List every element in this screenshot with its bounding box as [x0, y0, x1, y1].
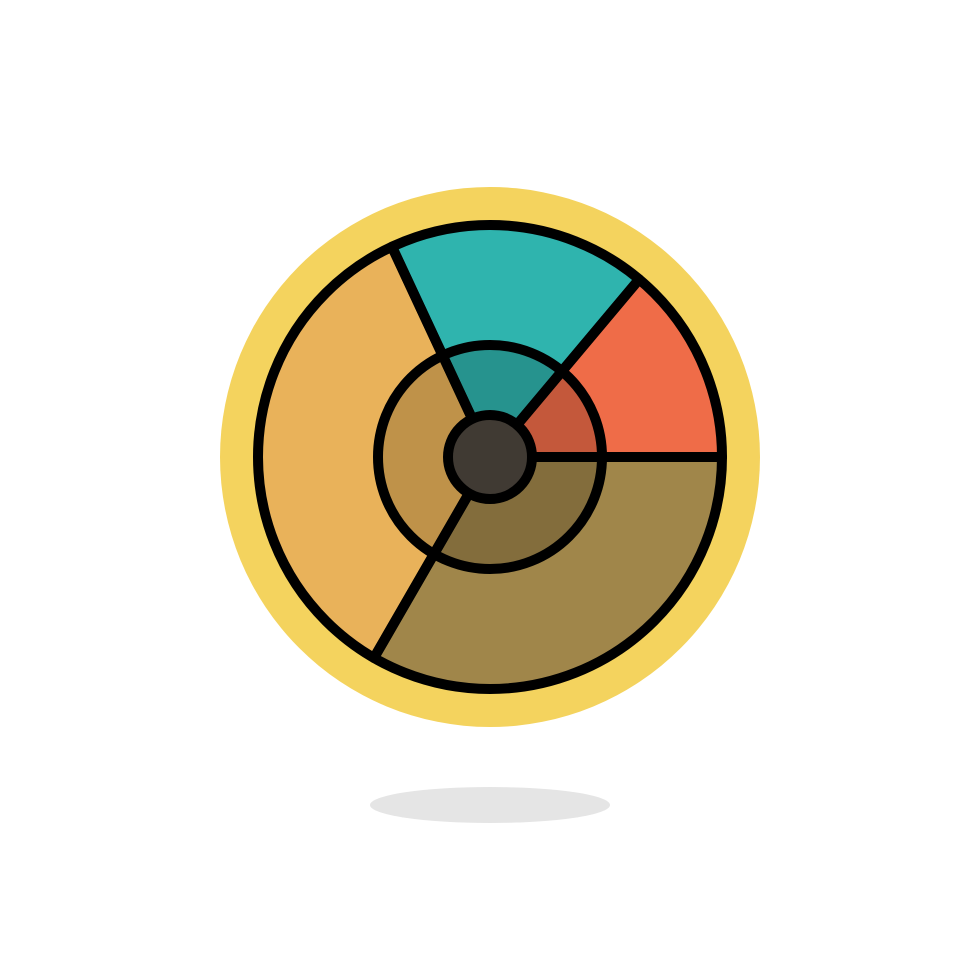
icon-shadow: [370, 787, 610, 823]
pie-chart-svg: [220, 187, 760, 727]
pie-chart-icon: [220, 187, 760, 793]
